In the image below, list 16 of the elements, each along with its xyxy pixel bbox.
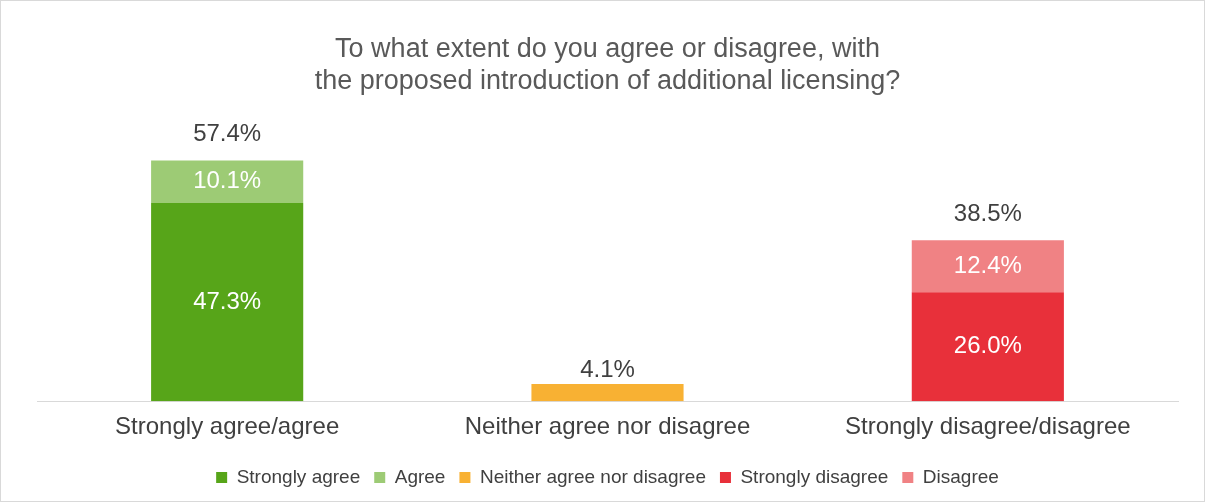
x-tick-label: Neither agree nor disagree xyxy=(464,412,751,440)
legend-label: Disagree xyxy=(922,465,999,487)
data-label: 47.3% xyxy=(193,286,262,314)
legend-label: Agree xyxy=(394,465,446,487)
total-label: 57.4% xyxy=(193,119,262,147)
legend-label: Strongly agree xyxy=(236,465,361,487)
data-label: 4.1% xyxy=(580,354,635,382)
legend-label: Neither agree nor disagree xyxy=(479,465,706,487)
legend-label: Strongly disagree xyxy=(740,465,889,487)
total-label: 38.5% xyxy=(953,198,1022,226)
data-label: 26.0% xyxy=(953,331,1022,359)
x-tick-label: Strongly disagree/disagree xyxy=(845,412,1131,440)
x-tick-label: Strongly agree/agree xyxy=(115,412,340,440)
data-label: 12.4% xyxy=(953,250,1022,278)
data-label: 10.1% xyxy=(193,166,262,194)
chart-title: To what extent do you agree or disagree, with the proposed introduction of additional licensing? xyxy=(314,32,901,96)
